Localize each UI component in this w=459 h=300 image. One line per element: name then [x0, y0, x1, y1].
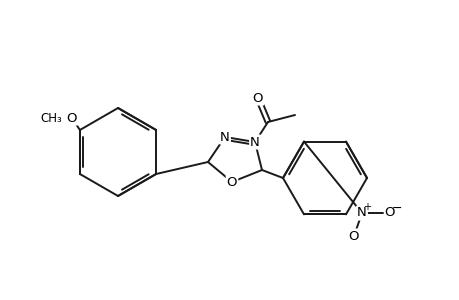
Text: +: +	[363, 202, 371, 212]
Text: N: N	[356, 206, 366, 220]
Text: CH₃: CH₃	[40, 112, 62, 124]
Text: −: −	[391, 202, 401, 214]
Text: O: O	[252, 92, 263, 104]
Text: O: O	[384, 206, 394, 220]
Text: O: O	[348, 230, 358, 242]
Text: N: N	[220, 130, 230, 143]
Text: O: O	[67, 112, 77, 124]
Text: N: N	[250, 136, 259, 148]
Text: O: O	[226, 176, 237, 188]
